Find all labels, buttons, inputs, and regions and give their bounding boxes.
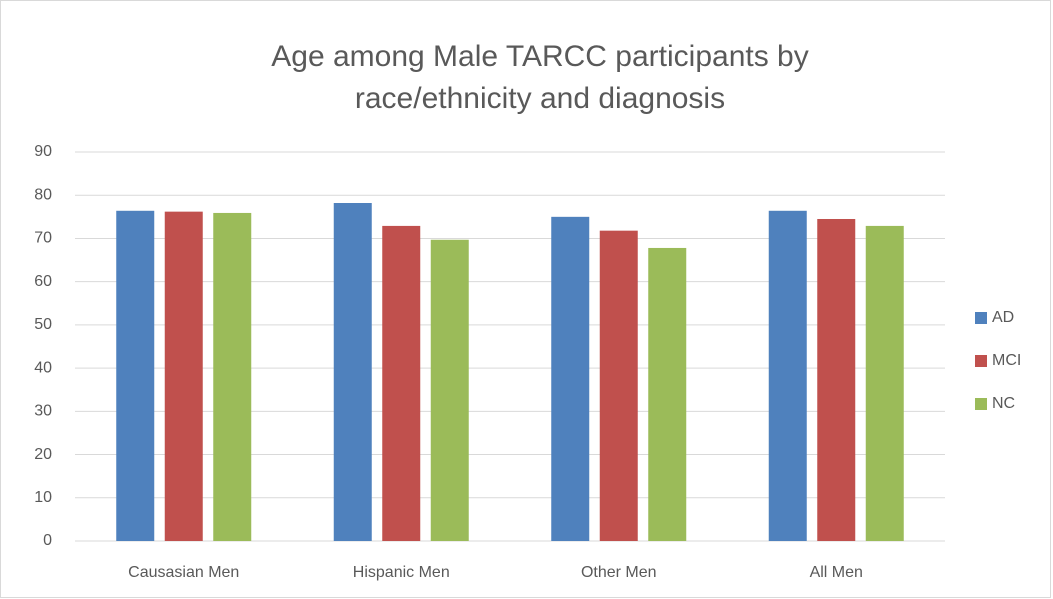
x-tick-label: All Men: [810, 564, 863, 581]
bar: [768, 210, 807, 541]
y-tick-label: 70: [34, 230, 52, 247]
legend-label: MCI: [992, 352, 1021, 369]
legend-swatch: [975, 355, 987, 367]
y-tick-label: 20: [34, 446, 52, 463]
y-tick-label: 30: [34, 403, 52, 420]
bar: [599, 230, 638, 542]
bar: [648, 247, 687, 541]
chart-title: Age among Male TARCC participants by rac…: [271, 40, 809, 115]
bar: [213, 212, 252, 541]
y-tick-label: 60: [34, 273, 52, 290]
bar: [430, 239, 469, 542]
legend-swatch: [975, 398, 987, 410]
y-tick-label: 40: [34, 359, 52, 376]
bar: [865, 225, 904, 541]
y-tick-label: 80: [34, 186, 52, 203]
x-tick-label: Hispanic Men: [353, 564, 450, 581]
y-tick-label: 50: [34, 316, 52, 333]
x-tick-label: Causasian Men: [128, 564, 239, 581]
legend-swatch: [975, 312, 987, 324]
y-tick-label: 0: [43, 532, 52, 549]
bar: [164, 211, 203, 541]
legend-label: NC: [992, 395, 1015, 412]
bar: [382, 225, 421, 541]
bar: [817, 218, 856, 541]
bar: [116, 210, 155, 541]
y-tick-label: 90: [34, 143, 52, 160]
x-tick-label: Other Men: [581, 564, 657, 581]
y-tick-label: 10: [34, 489, 52, 506]
legend-label: AD: [992, 309, 1014, 326]
bar: [551, 216, 590, 542]
bar: [333, 203, 372, 541]
